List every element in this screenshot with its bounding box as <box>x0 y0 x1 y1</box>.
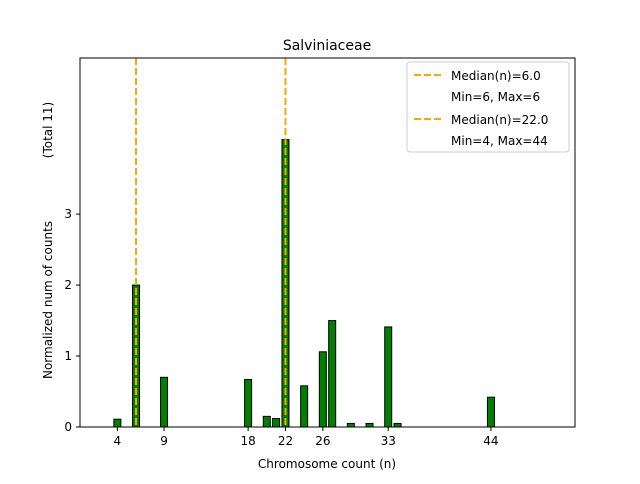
bar <box>486 396 495 428</box>
bar <box>244 378 253 428</box>
bar <box>393 422 402 428</box>
bar <box>346 422 355 428</box>
x-axis-label: Chromosome count (n) <box>258 457 396 471</box>
bar <box>384 326 393 428</box>
median-lines <box>135 58 287 427</box>
legend: Median(n)=6.0 Min=6, Max=6 Median(n)=22.… <box>406 61 570 153</box>
legend-entry: Median(n)=22.0 <box>451 113 548 127</box>
x-tick-label: 9 <box>160 434 168 448</box>
x-tick-label: 44 <box>483 434 498 448</box>
plot-frame <box>79 57 576 428</box>
x-tick-label: 22 <box>278 434 293 448</box>
legend-entry: Min=4, Max=44 <box>451 134 548 148</box>
legend-box <box>406 61 570 153</box>
bar <box>365 422 374 428</box>
bar <box>132 284 141 428</box>
y-tick-label: 0 <box>64 420 72 434</box>
bars <box>113 139 495 428</box>
y-tick-label: 2 <box>64 278 72 292</box>
bar <box>113 418 122 428</box>
y-axis-label: Normalized num of counts <box>41 221 55 379</box>
legend-entry: Min=6, Max=6 <box>451 90 540 104</box>
y-axis-total-note: (Total 11) <box>41 102 55 158</box>
bar <box>300 385 309 428</box>
y-tick-label: 3 <box>64 207 72 221</box>
bar <box>272 417 281 428</box>
x-tick-label: 4 <box>114 434 122 448</box>
bar <box>318 351 327 428</box>
y-ticks: 0 1 2 3 <box>64 207 80 434</box>
chart-title: Salviniaceae <box>283 38 371 54</box>
y-tick-label: 1 <box>64 349 72 363</box>
x-ticks: 4 9 18 22 26 33 44 <box>114 427 499 448</box>
legend-entry: Median(n)=6.0 <box>451 69 541 83</box>
x-tick-label: 26 <box>315 434 330 448</box>
x-tick-label: 33 <box>381 434 396 448</box>
bar <box>160 376 169 428</box>
bar <box>262 415 271 428</box>
bar <box>328 320 337 428</box>
x-tick-label: 18 <box>240 434 255 448</box>
